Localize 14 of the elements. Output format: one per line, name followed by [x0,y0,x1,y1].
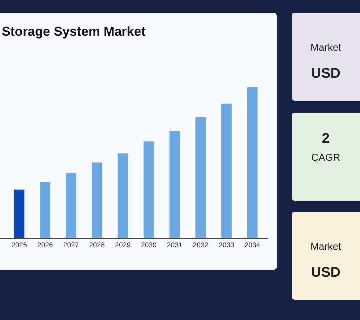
bar [118,154,128,238]
bar [92,162,102,238]
bar [170,131,180,238]
bar [40,182,51,238]
bar [66,173,76,238]
chart-title: Storage System Market [2,24,146,39]
bar [144,142,154,238]
card: Market USD [292,13,360,101]
card: 2 CAGR [292,113,360,201]
card: Market USD [292,212,360,300]
bar [14,190,25,238]
bar [247,87,258,238]
bar [196,118,206,238]
bar [222,104,232,238]
